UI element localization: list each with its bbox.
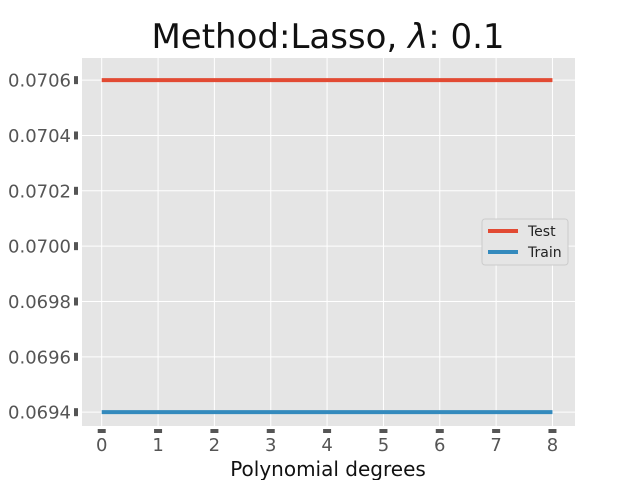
y-tick-label-1: 0.0696 [8, 347, 71, 368]
x-tick-mark-0 [97, 429, 106, 433]
y-tick-label-6: 0.0706 [8, 71, 71, 92]
chart-title-text: Method:Lasso, [151, 17, 408, 57]
x-tick-label-6: 6 [434, 435, 445, 456]
y-tick-mark-4 [74, 186, 78, 195]
x-tick-mark-7 [492, 429, 501, 433]
y-tick-label-0: 0.0694 [8, 403, 71, 424]
x-tick-mark-2 [210, 429, 219, 433]
legend-label-test: Test [527, 224, 556, 240]
y-tick-mark-6 [74, 76, 78, 85]
y-tick-mark-2 [74, 297, 78, 306]
x-tick-mark-4 [323, 429, 332, 433]
y-tick-label-2: 0.0698 [8, 292, 71, 313]
series-lines [101, 78, 553, 415]
y-tick-mark-5 [74, 131, 78, 140]
y-tick-label-4: 0.0702 [8, 181, 71, 202]
legend-label-train: Train [527, 245, 562, 261]
legend: Test Train [481, 218, 569, 266]
x-tick-label-8: 8 [547, 435, 558, 456]
y-tick-label-3: 0.0700 [8, 237, 71, 258]
x-tick-label-2: 2 [209, 435, 220, 456]
x-axis-label: Polynomial degrees [230, 457, 426, 480]
chart-title-suffix: : 0.1 [428, 17, 504, 57]
x-tick-label-0: 0 [96, 435, 107, 456]
y-tick-mark-1 [74, 352, 78, 361]
x-tick-mark-3 [266, 429, 275, 433]
y-tick-mark-3 [74, 242, 78, 251]
chart-title: Method:Lasso, λ: 0.1 [151, 17, 504, 57]
x-tick-mark-6 [435, 429, 444, 433]
x-tick-mark-8 [548, 429, 557, 433]
x-tick-label-7: 7 [490, 435, 501, 456]
x-tick-mark-1 [154, 429, 163, 433]
x-tick-mark-5 [379, 429, 388, 433]
y-tick-mark-0 [74, 408, 78, 417]
x-tick-label-1: 1 [152, 435, 163, 456]
axis-ticks: 0.0694 0.0696 0.0698 0.0700 0.0702 0.0704 0.07… [8, 71, 558, 456]
y-tick-label-5: 0.0704 [8, 126, 71, 147]
x-tick-label-3: 3 [265, 435, 276, 456]
chart-title-lambda: λ [406, 17, 428, 57]
x-tick-label-5: 5 [378, 435, 389, 456]
x-tick-label-4: 4 [321, 435, 332, 456]
